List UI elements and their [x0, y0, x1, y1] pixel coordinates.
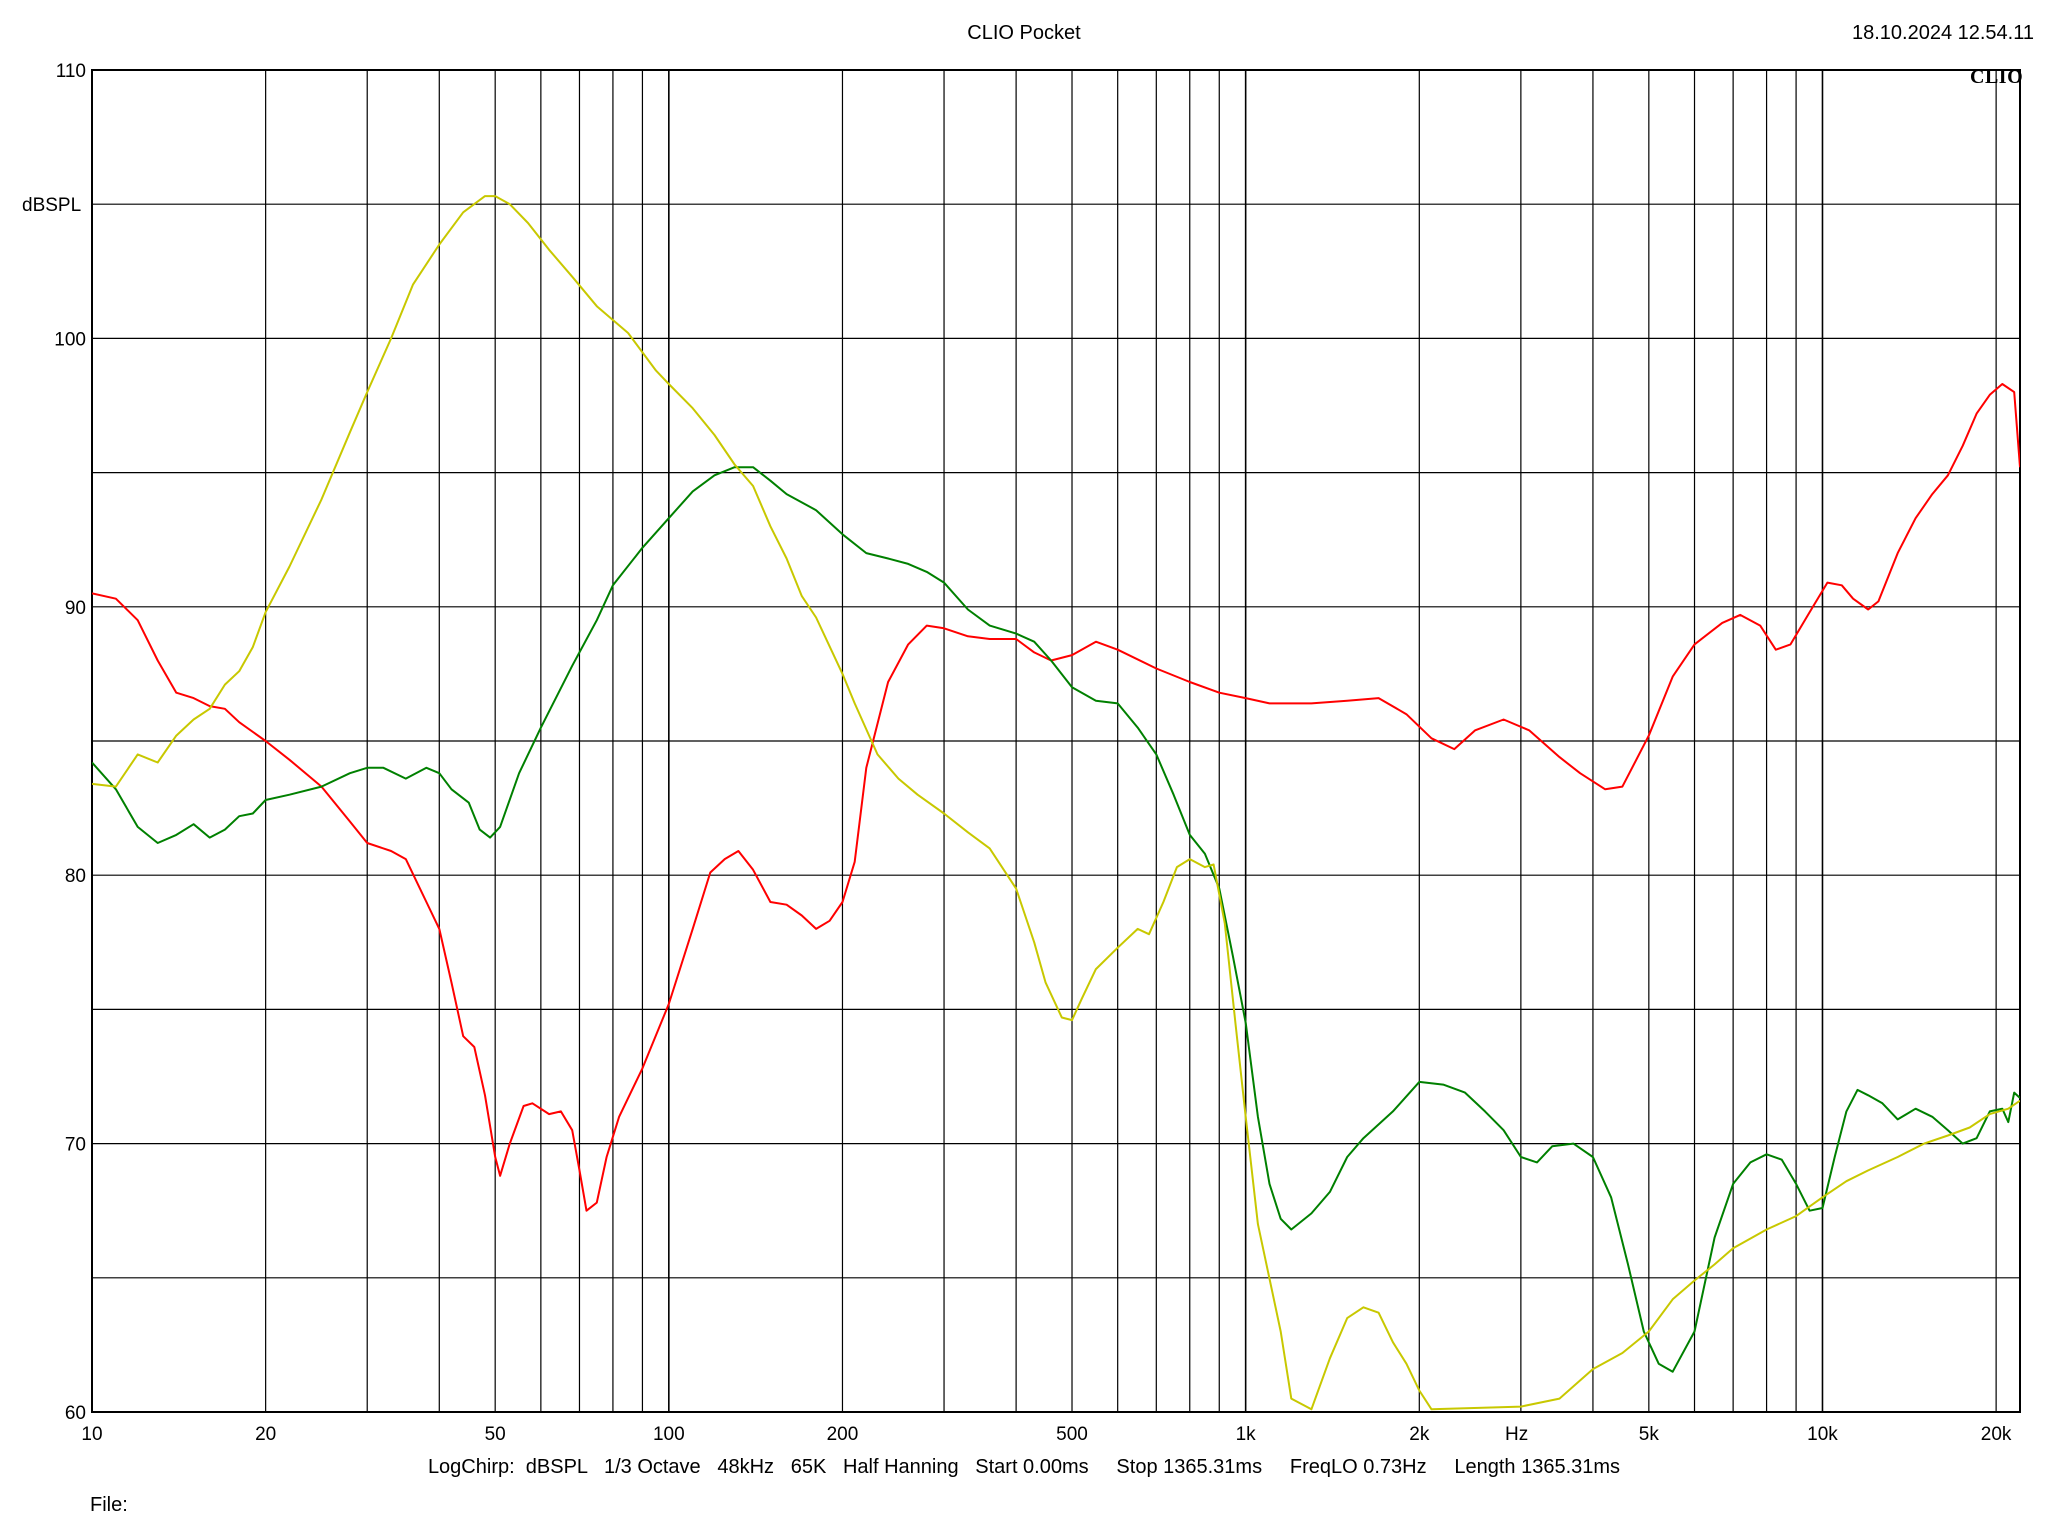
grid-minor [92, 70, 2020, 1412]
file-label: File: [90, 1494, 128, 1516]
x-tick-label: 50 [485, 1424, 506, 1445]
y-axis-label: dBSPL [22, 195, 81, 216]
y-tick-label: 110 [56, 61, 86, 82]
series-green-line [92, 466, 2020, 1373]
series-red-line [92, 383, 2020, 1212]
x-tick-label: 20k [1981, 1424, 2012, 1445]
x-tick-label: 20 [255, 1424, 276, 1445]
y-tick-label: 70 [65, 1135, 86, 1156]
window-title: CLIO Pocket [967, 22, 1081, 44]
timestamp: 18.10.2024 12.54.11 [1851, 22, 2034, 44]
x-tick-label: 5k [1639, 1424, 1660, 1445]
y-tick-label: 100 [54, 329, 86, 350]
series-yellow-line [92, 195, 2020, 1411]
measurement-settings: LogChirp: dBSPL 1/3 Octave 48kHz 65K Hal… [427, 1456, 1621, 1478]
y-tick-label: 90 [65, 598, 86, 619]
x-tick-label: 200 [827, 1424, 859, 1445]
plot-frame [91, 69, 2021, 1413]
series-layer [92, 195, 2020, 1411]
x-axis-label: Hz [1505, 1424, 1528, 1445]
x-tick-label: 500 [1056, 1424, 1088, 1445]
x-tick-labels: 10 20 50 100 200 500 1k 2k 5k 10k 20k [81, 1424, 2012, 1445]
y-tick-label: 80 [65, 866, 86, 887]
grid-major [668, 70, 1824, 1412]
y-tick-label: 60 [65, 1403, 86, 1424]
x-tick-label: 2k [1409, 1424, 1430, 1445]
y-tick-labels: 110 100 90 80 70 60 [54, 61, 86, 1424]
x-tick-label: 10k [1807, 1424, 1838, 1445]
x-tick-label: 10 [81, 1424, 102, 1445]
x-tick-label: 100 [653, 1424, 685, 1445]
x-tick-label: 1k [1236, 1424, 1257, 1445]
